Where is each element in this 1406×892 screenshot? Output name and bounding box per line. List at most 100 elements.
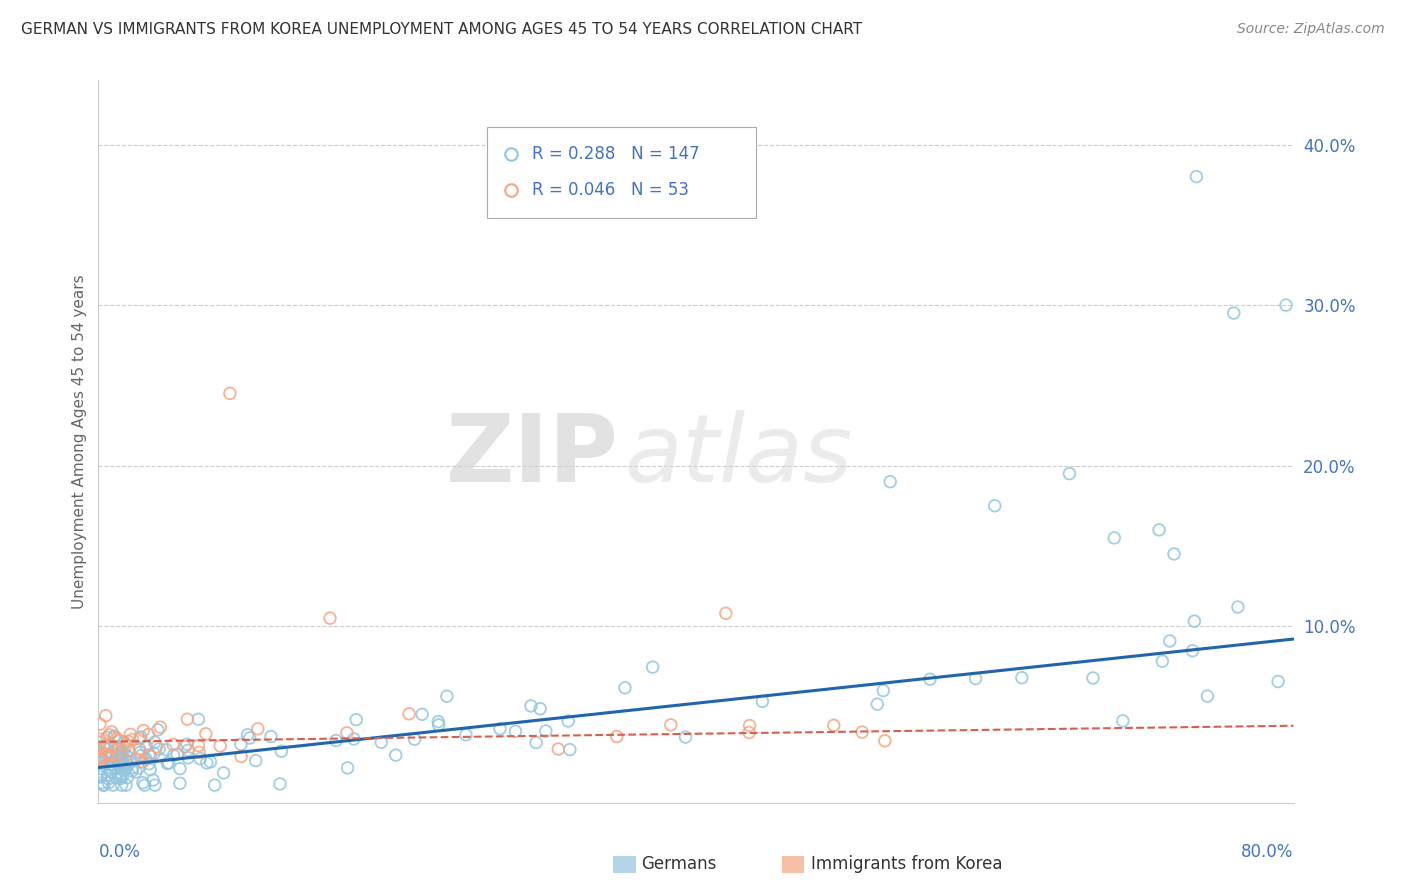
- Point: [118, 743, 141, 757]
- Point: [125, 764, 148, 779]
- Point: [115, 748, 138, 763]
- Point: [93, 778, 115, 792]
- Text: ZIP: ZIP: [446, 410, 619, 502]
- Point: [121, 764, 143, 778]
- Point: [195, 756, 218, 770]
- Point: [187, 712, 209, 726]
- Point: [370, 735, 392, 749]
- Point: [398, 706, 420, 721]
- Text: R = 0.288   N = 147: R = 0.288 N = 147: [533, 145, 700, 163]
- Point: [104, 762, 127, 776]
- Point: [246, 722, 269, 736]
- Point: [90, 768, 112, 782]
- Point: [146, 723, 169, 737]
- Point: [100, 745, 122, 759]
- Point: [162, 748, 184, 763]
- Point: [100, 764, 122, 779]
- Point: [1185, 169, 1208, 184]
- Point: [115, 762, 138, 776]
- Point: [1059, 467, 1081, 481]
- Point: [135, 752, 157, 766]
- Point: [188, 745, 211, 759]
- Point: [107, 765, 129, 780]
- Point: [547, 742, 569, 756]
- Point: [436, 690, 458, 704]
- Point: [94, 708, 117, 723]
- Point: [319, 611, 342, 625]
- Point: [120, 756, 142, 770]
- Point: [135, 739, 157, 754]
- Point: [169, 776, 191, 790]
- Point: [117, 771, 139, 785]
- Point: [138, 727, 160, 741]
- Point: [107, 758, 129, 772]
- Point: [93, 740, 115, 755]
- Point: [427, 718, 450, 732]
- Point: [1275, 298, 1298, 312]
- Point: [187, 739, 209, 753]
- Point: [110, 772, 132, 786]
- Point: [675, 730, 697, 744]
- Point: [107, 741, 129, 756]
- Point: [143, 735, 166, 749]
- Point: [138, 756, 160, 771]
- Point: [139, 749, 162, 764]
- Point: [117, 734, 139, 748]
- Point: [100, 724, 122, 739]
- Point: [738, 718, 761, 732]
- Point: [139, 763, 162, 777]
- Point: [385, 748, 408, 763]
- Point: [236, 728, 259, 742]
- Point: [89, 717, 111, 731]
- Text: Germans: Germans: [641, 855, 717, 873]
- Point: [194, 727, 217, 741]
- Point: [90, 753, 112, 767]
- Point: [534, 724, 557, 739]
- Point: [1152, 654, 1174, 668]
- Point: [100, 739, 122, 754]
- Point: [204, 778, 226, 792]
- Point: [110, 757, 132, 772]
- Point: [270, 744, 292, 758]
- Point: [245, 754, 267, 768]
- Point: [872, 683, 894, 698]
- Point: [105, 748, 128, 763]
- Point: [558, 742, 581, 756]
- Point: [111, 751, 134, 765]
- Point: [108, 746, 131, 760]
- Point: [111, 778, 134, 792]
- Point: [104, 740, 127, 755]
- Point: [107, 748, 129, 763]
- Point: [557, 714, 579, 728]
- Point: [823, 718, 845, 732]
- Point: [269, 777, 291, 791]
- Point: [98, 763, 121, 777]
- Point: [239, 731, 262, 745]
- Point: [851, 725, 873, 739]
- Point: [659, 718, 682, 732]
- Point: [336, 761, 359, 775]
- Point: [94, 750, 117, 764]
- Point: [108, 741, 131, 756]
- Point: [520, 698, 543, 713]
- Point: [115, 738, 138, 752]
- Point: [219, 386, 242, 401]
- Point: [489, 722, 512, 736]
- Text: GERMAN VS IMMIGRANTS FROM KOREA UNEMPLOYMENT AMONG AGES 45 TO 54 YEARS CORRELATI: GERMAN VS IMMIGRANTS FROM KOREA UNEMPLOY…: [21, 22, 862, 37]
- Point: [96, 738, 118, 752]
- Text: atlas: atlas: [624, 410, 852, 501]
- Point: [90, 762, 112, 776]
- Point: [209, 739, 232, 753]
- Point: [138, 747, 160, 762]
- Point: [115, 755, 138, 769]
- Point: [524, 735, 547, 749]
- Point: [1104, 531, 1126, 545]
- Text: R = 0.046   N = 53: R = 0.046 N = 53: [533, 181, 689, 199]
- Text: Source: ZipAtlas.com: Source: ZipAtlas.com: [1237, 22, 1385, 37]
- Point: [104, 771, 127, 785]
- Point: [200, 755, 222, 769]
- Point: [142, 772, 165, 787]
- Point: [174, 739, 197, 754]
- Point: [110, 767, 132, 781]
- Text: Immigrants from Korea: Immigrants from Korea: [811, 855, 1002, 873]
